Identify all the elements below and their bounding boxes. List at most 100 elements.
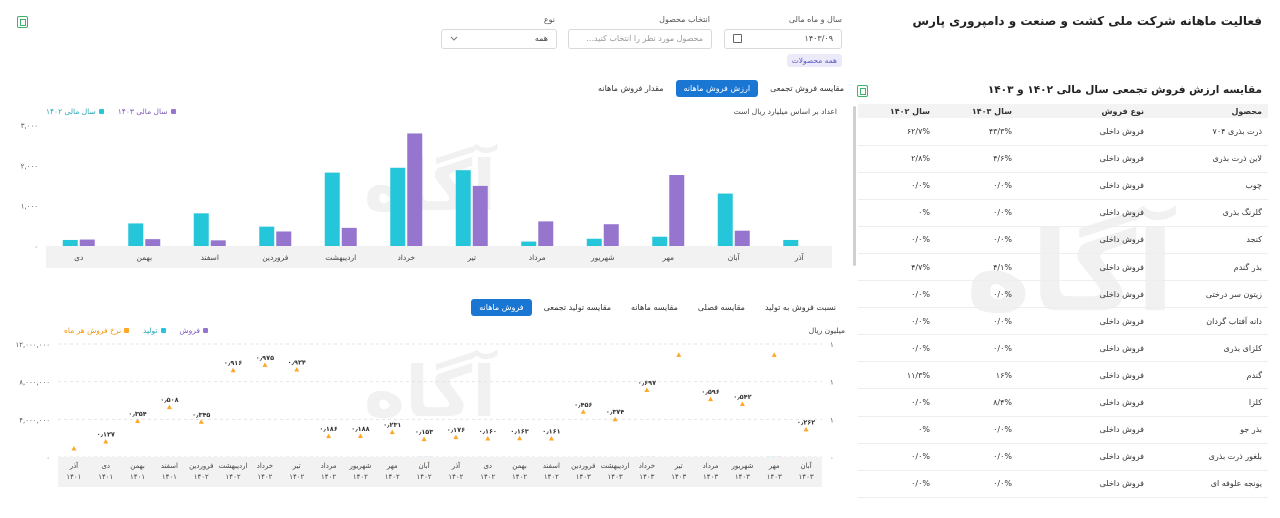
cell-1403: ۰/۰% xyxy=(936,470,1018,498)
table-row[interactable]: لاین ذرت بذری فروش داخلی ۴/۶% ۲/۸% xyxy=(858,145,1268,173)
cell-sale-type: فروش داخلی xyxy=(1018,361,1150,390)
x-tick-label: آبان xyxy=(728,252,741,262)
tab-monthly-sales[interactable]: فروش ماهانه xyxy=(471,299,532,316)
legend-item-production[interactable]: تولید xyxy=(143,326,166,335)
x-tick-label: اسفند xyxy=(201,253,219,262)
x-tick-label-year: ۱۴۰۲ xyxy=(512,473,527,481)
period-label: سال و ماه مالی xyxy=(788,15,842,24)
excel-export-icon[interactable] xyxy=(857,85,868,97)
table-row[interactable]: بذر گندم فروش داخلی ۴/۱% ۴/۷% xyxy=(858,253,1268,282)
product-placeholder: محصول مورد نظر را انتخاب کنید... xyxy=(586,34,703,43)
cell-1402: ۰% xyxy=(858,416,936,444)
cell-1402: ۰/۰% xyxy=(858,470,936,498)
x-tick-label-year: ۱۴۰۳ xyxy=(735,473,750,481)
cell-1403: ۰/۰% xyxy=(936,172,1018,200)
rate-label: ۰٫۱۶۳ xyxy=(510,427,528,435)
x-tick-label-month: فروردین xyxy=(189,462,213,470)
rate-marker xyxy=(71,445,77,451)
table-row[interactable]: زیتون سر درختی فروش داخلی ۰/۰% ۰/۰% xyxy=(858,280,1268,309)
column-header-sale-type[interactable]: نوع فروش xyxy=(1018,104,1150,118)
table-row[interactable]: ذرت بذری ۷۰۴ فروش داخلی ۴۳/۳% ۶۲/۷% xyxy=(858,118,1268,146)
tab-monthly-comparison[interactable]: مقایسه ماهانه xyxy=(631,303,678,312)
legend-item-rate[interactable]: نرخ فروش هر ماه xyxy=(64,326,130,335)
column-header-1403[interactable]: سال ۱۴۰۳ xyxy=(936,104,1018,118)
x-tick-label-month: آبان xyxy=(418,461,430,470)
cell-1403: ۴/۶% xyxy=(936,145,1018,173)
x-tick-label: خرداد xyxy=(397,253,415,262)
rate-label: ۰٫۹۷۵ xyxy=(256,354,274,362)
table-row[interactable]: گندم فروش داخلی ۱۶% ۱۱/۳% xyxy=(858,361,1268,390)
bar-1403 xyxy=(603,224,619,246)
type-select[interactable]: همه xyxy=(441,29,557,49)
legend-item-1403[interactable]: سال مالی ۱۴۰۳ xyxy=(118,107,176,116)
legend-label-sales: فروش xyxy=(179,326,201,335)
bar-1402 xyxy=(324,172,340,246)
chart2-tabs: فروش ماهانه مقایسه تولید تجمعی مقایسه ما… xyxy=(471,299,844,316)
y-tick-label: ۴,۰۰۰,۰۰۰ xyxy=(19,416,50,424)
x-tick-label-year: ۱۴۰۱ xyxy=(66,473,81,481)
cell-sale-type: فروش داخلی xyxy=(1018,172,1150,200)
all-products-chip[interactable]: همه محصولات xyxy=(786,54,842,67)
cell-1403: ۴۳/۳% xyxy=(936,118,1018,146)
bar-1402 xyxy=(521,241,537,246)
monthly-value-chart: آگاه ۰۱,۰۰۰۲,۰۰۰۳,۰۰۰آذرآبانمهرشهریورمرد… xyxy=(21,122,832,268)
excel-export-icon[interactable] xyxy=(17,16,28,28)
cell-1402: ۰/۰% xyxy=(858,388,936,417)
page-title: فعالیت ماهانه شرکت ملی کشت و صنعت و دامپ… xyxy=(912,14,1263,28)
cell-product: گلرنگ بذری xyxy=(1150,199,1268,227)
table-row[interactable]: دانه آفتاب گردان فروش داخلی ۰/۰% ۰/۰% xyxy=(858,307,1268,336)
rate-marker xyxy=(135,418,141,423)
column-header-1402[interactable]: سال ۱۴۰۲ xyxy=(858,104,936,118)
table-row[interactable]: یونجه علوفه ای فروش داخلی ۰/۰% ۰/۰% xyxy=(858,470,1268,498)
table-row[interactable]: کلزای بذری فروش داخلی ۰/۰% ۰/۰% xyxy=(858,334,1268,363)
legend-item-sales[interactable]: فروش xyxy=(180,326,209,335)
tab-sales-to-production[interactable]: نسبت فروش به تولید xyxy=(764,303,836,312)
x-tick-label: دی xyxy=(74,253,83,262)
product-select[interactable]: محصول مورد نظر را انتخاب کنید... xyxy=(568,29,712,49)
cell-product: بذر گندم xyxy=(1150,253,1268,282)
cell-sale-type: فروش داخلی xyxy=(1018,334,1150,363)
table-row[interactable]: کلزا فروش داخلی ۸/۴% ۰/۰% xyxy=(858,388,1268,417)
rate-label: ۰٫۱۲۷ xyxy=(97,431,115,439)
rate-label: ۰٫۱۸۸ xyxy=(351,425,369,433)
cell-1402: ۴/۷% xyxy=(858,253,936,282)
table-row[interactable]: بلغور ذرت بذری فروش داخلی ۰/۰% ۰/۰% xyxy=(858,443,1268,471)
table-row[interactable]: کنجد فروش داخلی ۰/۰% ۰/۰% xyxy=(858,226,1268,254)
rate-marker xyxy=(771,352,777,357)
table-scrollbar[interactable] xyxy=(853,106,856,266)
period-input[interactable]: ۱۴۰۳/۰۹ xyxy=(724,29,842,49)
rate-marker xyxy=(198,419,204,424)
type-label: نوع xyxy=(543,15,555,24)
cell-1403: ۰/۰% xyxy=(936,416,1018,444)
tab-monthly-quantity[interactable]: مقدار فروش ماهانه xyxy=(598,84,664,93)
x-tick-label-year: ۱۴۰۲ xyxy=(544,473,559,481)
bar-1402 xyxy=(652,236,668,246)
x-tick-label-year: ۱۴۰۱ xyxy=(162,473,177,481)
x-tick-label-year: ۱۴۰۲ xyxy=(448,473,463,481)
x-tick-label-month: اسفند xyxy=(543,462,560,470)
x-tick-label: بهمن xyxy=(136,253,152,262)
x-tick-label-month: شهریور xyxy=(730,462,753,470)
table-row[interactable]: چوب فروش داخلی ۰/۰% ۰/۰% xyxy=(858,172,1268,200)
table-row[interactable]: گلرنگ بذری فروش داخلی ۰/۰% ۰% xyxy=(858,199,1268,227)
chart1-unit-note: اعداد بر اساس میلیارد ریال است xyxy=(733,107,837,116)
table-row[interactable]: بذر جو فروش داخلی ۰/۰% ۰% xyxy=(858,416,1268,444)
cell-1402: ۰/۰% xyxy=(858,443,936,471)
tab-cumulative-comparison[interactable]: مقایسه فروش تجمعی xyxy=(770,84,844,93)
tab-seasonal-comparison[interactable]: مقایسه فصلی xyxy=(697,303,745,312)
rate-marker xyxy=(453,434,459,440)
y2-tick-label: ۱ xyxy=(830,379,834,387)
legend-item-1402[interactable]: سال مالی ۱۴۰۲ xyxy=(46,107,104,116)
x-tick-label-year: ۱۴۰۲ xyxy=(353,473,368,481)
x-tick-label-year: ۱۴۰۳ xyxy=(608,473,623,481)
tab-monthly-value[interactable]: ارزش فروش ماهانه xyxy=(675,80,759,97)
bar-1403 xyxy=(669,175,685,246)
column-header-product[interactable]: محصول xyxy=(1150,104,1268,118)
x-tick-label-month: تیر xyxy=(292,462,301,470)
cell-sale-type: فروش داخلی xyxy=(1018,199,1150,227)
bar-1402 xyxy=(717,193,733,246)
chart2-legend: فروش تولید نرخ فروش هر ماه xyxy=(64,326,209,335)
rate-marker xyxy=(548,435,554,441)
x-tick-label-year: ۱۴۰۳ xyxy=(671,473,686,481)
tab-cumulative-production[interactable]: مقایسه تولید تجمعی xyxy=(543,303,612,312)
